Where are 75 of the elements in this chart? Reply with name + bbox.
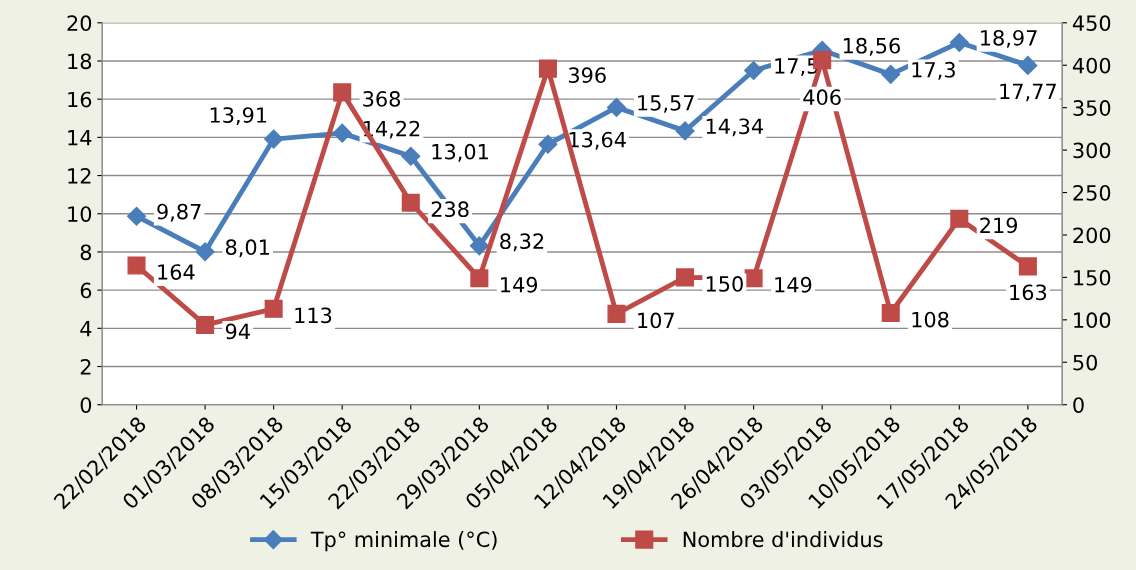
y2-tick-label: 250 <box>1073 184 1111 201</box>
data-label: 113 <box>295 307 332 324</box>
data-label: 94 <box>225 323 250 340</box>
y2-tick-label: 350 <box>1073 100 1111 116</box>
point <box>264 299 283 318</box>
point <box>126 206 147 226</box>
point <box>401 193 420 212</box>
data-label: 108 <box>912 311 949 328</box>
y-tick-label: 4 <box>80 321 92 337</box>
data-label: 18,56 <box>843 37 900 56</box>
y2-tick-label: 300 <box>1073 142 1111 159</box>
y-tick-label: 18 <box>68 53 92 70</box>
data-label: 17,77 <box>1000 83 1056 102</box>
data-label: 14,34 <box>706 118 763 137</box>
y-tick-label: 16 <box>68 91 92 108</box>
data-label: 15,57 <box>638 95 694 113</box>
y2-tick-label: 200 <box>1073 227 1111 244</box>
point <box>127 256 146 275</box>
data-label: 18,97 <box>981 29 1037 48</box>
legend-label: Nombre d'individus <box>683 531 883 548</box>
point <box>195 242 215 262</box>
point <box>264 129 284 149</box>
data-label: 8,32 <box>500 233 544 252</box>
data-label: 8,01 <box>225 239 269 258</box>
point <box>950 209 969 228</box>
y-tick-label: 2 <box>80 358 91 375</box>
data-label: 164 <box>158 264 195 280</box>
y2-tick-label: 100 <box>1074 312 1111 329</box>
legend-label: Tp° minimale (°C) <box>310 531 497 552</box>
data-label: 107 <box>638 312 674 329</box>
point <box>606 97 627 117</box>
point <box>949 32 969 53</box>
data-label: 149 <box>775 276 812 293</box>
point <box>469 236 489 256</box>
data-label: 406 <box>803 89 841 106</box>
data-label: 17,3 <box>912 61 955 80</box>
point <box>332 123 352 143</box>
y-tick-label: 0 <box>80 397 92 413</box>
data-label: 163 <box>1010 284 1047 301</box>
data-label: 238 <box>431 201 469 218</box>
y-tick-label: 14 <box>68 130 92 146</box>
point <box>401 146 421 166</box>
point <box>676 268 695 287</box>
y-tick-label: 6 <box>80 282 92 299</box>
y-tick-label: 10 <box>68 206 92 222</box>
data-label: 150 <box>706 276 743 292</box>
point <box>333 83 352 102</box>
y2-tick-label: 450 <box>1072 15 1111 32</box>
point <box>744 61 764 81</box>
y2-tick-label: 50 <box>1073 354 1098 371</box>
data-label: 13,01 <box>432 143 488 162</box>
data-label: 396 <box>568 67 606 84</box>
data-label: 219 <box>980 217 1018 234</box>
point <box>881 304 900 323</box>
y2-tick-label: 150 <box>1074 269 1111 286</box>
point <box>607 304 626 323</box>
point <box>1018 55 1038 75</box>
y-tick-label: 20 <box>67 15 92 32</box>
point <box>196 315 215 334</box>
data-label: 13,91 <box>210 107 267 126</box>
point <box>470 269 489 288</box>
y2-tick-label: 400 <box>1072 57 1111 74</box>
y2-tick-label: 0 <box>1073 397 1084 413</box>
point <box>881 64 901 84</box>
point <box>1018 257 1037 276</box>
point <box>675 121 695 141</box>
point <box>744 269 763 288</box>
data-label: 149 <box>501 276 538 293</box>
point <box>538 59 557 78</box>
data-label: 13,64 <box>569 131 626 150</box>
data-label: 9,87 <box>157 203 201 222</box>
y-tick-label: 8 <box>80 244 92 261</box>
point <box>538 134 558 154</box>
data-label: 368 <box>363 91 400 107</box>
y-tick-label: 12 <box>68 168 91 184</box>
